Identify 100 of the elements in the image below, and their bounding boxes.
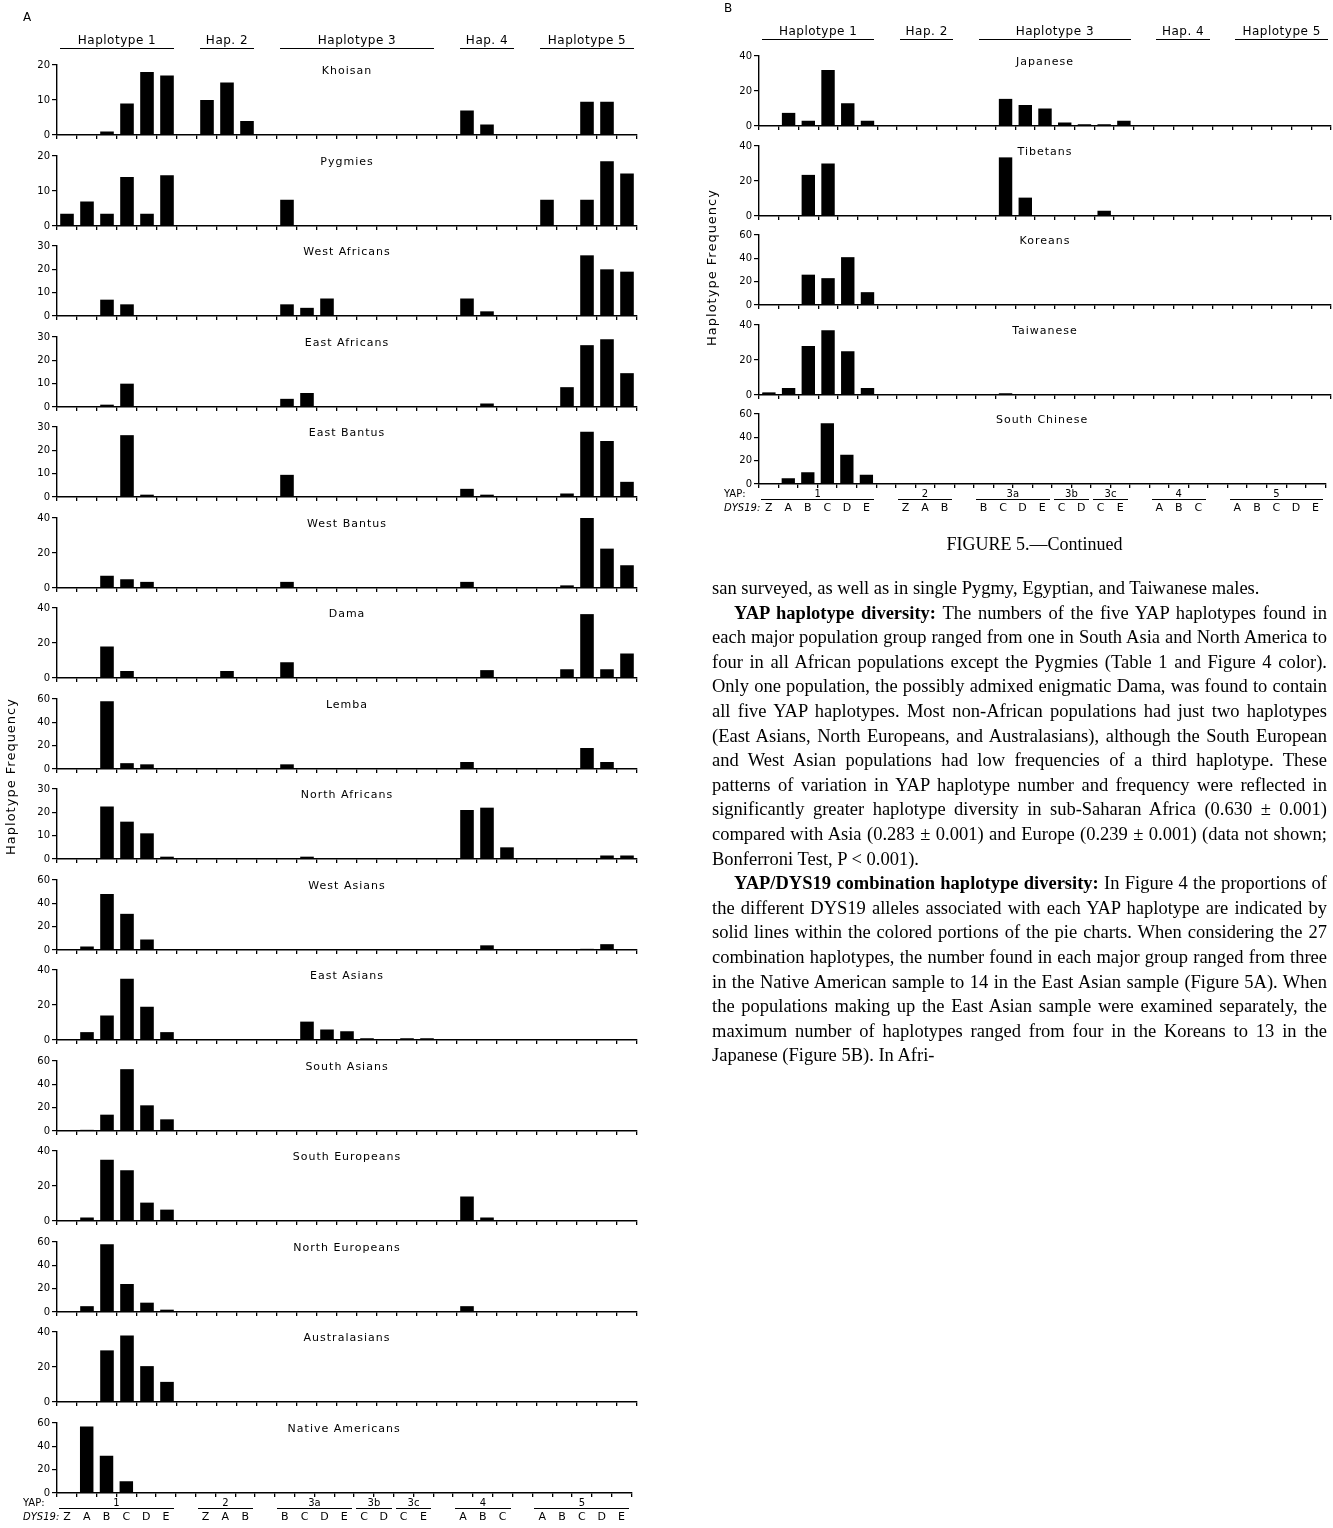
- y-tick-label: 20: [739, 275, 752, 287]
- text: Haplotype 1: [60, 32, 174, 49]
- chart-title: Native Americans: [287, 1421, 401, 1435]
- text: 3b: [356, 1496, 392, 1509]
- y-tick-label: 0: [43, 852, 50, 864]
- text: Hap. 4: [460, 32, 514, 49]
- y-tick-label: 40: [37, 1144, 50, 1156]
- chart-title: South Europeans: [292, 1150, 402, 1164]
- y-tick-label: 0: [745, 119, 752, 131]
- text: 3a: [276, 1496, 353, 1509]
- chart-title: Pygmies: [320, 154, 374, 168]
- text: Haplotype 3: [978, 23, 1131, 40]
- y-tick-label: 20: [37, 919, 50, 931]
- y-tick-label: 10: [37, 184, 50, 196]
- text: 4: [455, 1496, 511, 1509]
- chart-title: Australasians: [303, 1331, 391, 1345]
- chart-title: Tibetans: [1016, 144, 1073, 158]
- y-tick-label: 10: [37, 286, 50, 298]
- chart-title: North Africans: [300, 788, 394, 802]
- text: YAP/DYS19 combination haplotype diversity:: [734, 873, 1099, 894]
- y-tick-label: 20: [37, 1179, 50, 1191]
- y-tick-label: 20: [739, 84, 752, 96]
- x-tick-label: E: [1312, 501, 1320, 515]
- y-tick-label: 20: [739, 353, 752, 365]
- x-tick-label: C: [578, 1509, 587, 1523]
- y-tick-label: 0: [43, 1124, 50, 1136]
- x-tick-label: E: [862, 501, 870, 515]
- text: 5: [534, 1496, 630, 1509]
- x-tick-label: E: [162, 1509, 170, 1523]
- x-tick-label: A: [82, 1509, 91, 1523]
- y-axis-title: Haplotype Frequency: [703, 189, 719, 346]
- y-tick-label: 40: [739, 251, 752, 263]
- y-tick-label: 60: [37, 1235, 50, 1247]
- text: 2: [197, 1496, 254, 1509]
- x-tick-label: C: [360, 1509, 369, 1523]
- y-tick-label: 30: [37, 330, 50, 342]
- x-tick-label: B: [940, 501, 949, 515]
- x-tick-label: D: [320, 1509, 329, 1523]
- y-tick-label: 0: [745, 209, 752, 221]
- x-tick-label: C: [498, 1509, 507, 1523]
- y-tick-label: 20: [37, 998, 50, 1010]
- y-tick-label: 60: [739, 407, 752, 419]
- y-tick-label: 0: [43, 219, 50, 231]
- text: DYS19:: [724, 502, 761, 513]
- text: Hap. 2: [200, 32, 254, 49]
- text: Hap. 4: [1156, 23, 1210, 40]
- text: A: [23, 10, 32, 24]
- x-tick-label: B: [241, 1509, 249, 1523]
- x-tick-label: B: [979, 501, 988, 515]
- y-tick-label: 20: [37, 1360, 50, 1372]
- x-tick-label: Z: [63, 1509, 72, 1523]
- y-tick-label: 20: [37, 149, 50, 161]
- x-tick-label: C: [122, 1509, 131, 1523]
- y-tick-label: 40: [739, 49, 752, 61]
- y-tick-label: 20: [37, 636, 50, 648]
- y-tick-label: 0: [43, 1214, 50, 1226]
- y-tick-label: 10: [37, 376, 50, 388]
- x-tick-label: E: [340, 1509, 348, 1523]
- y-tick-label: 0: [43, 671, 50, 683]
- y-tick-label: 60: [37, 1054, 50, 1066]
- text: 5: [1229, 488, 1324, 500]
- y-tick-label: 0: [43, 1305, 50, 1317]
- y-tick-label: 40: [37, 1077, 50, 1089]
- y-tick-label: 40: [739, 430, 752, 442]
- chart-title: Koreans: [1019, 234, 1071, 248]
- x-tick-label: E: [419, 1509, 427, 1523]
- y-tick-label: 0: [43, 490, 50, 502]
- chart-title: East Asians: [310, 969, 384, 983]
- y-tick-label: 20: [37, 546, 50, 558]
- text: 4: [1151, 488, 1207, 500]
- y-tick-label: 20: [37, 353, 50, 365]
- y-tick-label: 40: [739, 139, 752, 151]
- y-tick-label: 40: [37, 511, 50, 523]
- chart-title: West Asians: [308, 878, 386, 892]
- chart-title: East Bantus: [308, 426, 386, 440]
- x-tick-label: B: [558, 1509, 566, 1523]
- x-tick-label: D: [842, 501, 852, 515]
- y-tick-label: 20: [739, 454, 752, 466]
- y-tick-label: 10: [37, 829, 50, 841]
- chart-title: South Asians: [305, 1059, 389, 1073]
- y-tick-label: 10: [37, 467, 50, 479]
- text: Haplotype 5: [1235, 23, 1328, 40]
- y-tick-label: 20: [739, 174, 752, 186]
- x-tick-label: B: [479, 1509, 487, 1523]
- x-tick-label: A: [784, 501, 793, 515]
- y-tick-label: 0: [43, 128, 50, 140]
- y-tick-label: 0: [43, 1033, 50, 1045]
- y-tick-label: 60: [37, 692, 50, 704]
- y-tick-label: 40: [37, 1258, 50, 1270]
- chart-title: West Africans: [303, 245, 391, 259]
- text: 1: [59, 1496, 174, 1509]
- text: san surveyed, as well as in single Pygmy, Egyptian, and Taiwanese males.: [712, 577, 1261, 600]
- y-tick-label: 20: [37, 1100, 50, 1112]
- text: YAP:: [724, 488, 746, 499]
- y-tick-label: 0: [745, 298, 752, 310]
- x-tick-label: C: [999, 501, 1008, 515]
- x-tick-label: C: [823, 501, 832, 515]
- x-tick-label: A: [459, 1509, 468, 1523]
- chart-title: Japanese: [1015, 55, 1074, 69]
- text: YAP:: [23, 1496, 45, 1508]
